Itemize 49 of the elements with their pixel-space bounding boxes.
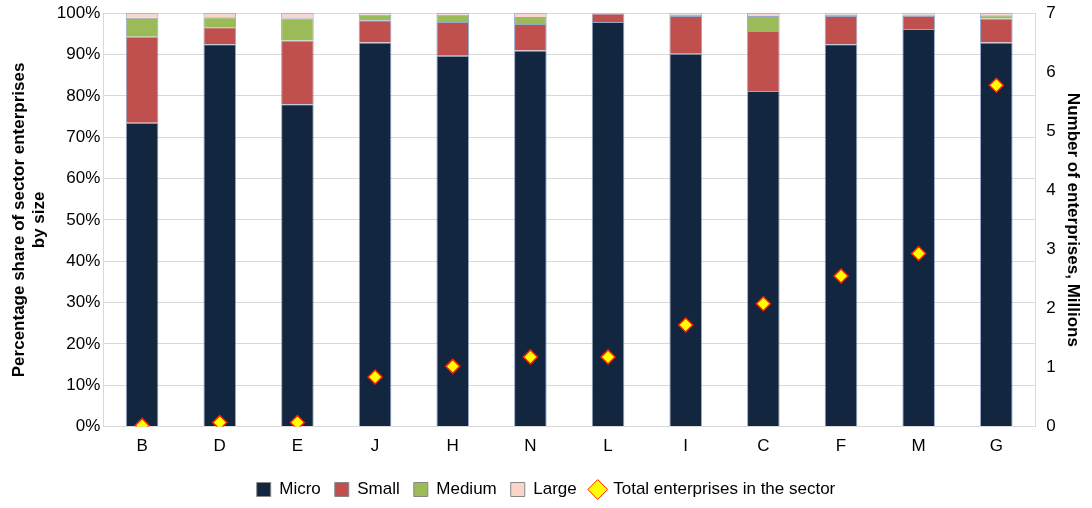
x-tick-label: F	[835, 436, 847, 456]
y2-tick-label: 3	[1046, 239, 1056, 259]
legend-label: Small	[357, 479, 400, 499]
x-tick-label: E	[291, 436, 304, 456]
y-tick-label: 10%	[66, 374, 101, 394]
x-tick-label: I	[683, 436, 689, 456]
point	[522, 349, 539, 365]
y2-tick-label: 6	[1046, 61, 1056, 81]
x-tick-label: G	[989, 436, 1003, 456]
y-tick-label: 30%	[66, 292, 101, 312]
y-tick-label: 0%	[75, 416, 101, 436]
y-tick-label: 20%	[66, 333, 101, 353]
y2-tick-label: 2	[1046, 298, 1056, 318]
x-tick-label: J	[370, 436, 380, 456]
x-tick-label: C	[757, 436, 770, 456]
x-tick-label: M	[911, 436, 926, 456]
legend-label: Large	[533, 479, 577, 499]
point	[677, 317, 694, 333]
y2-axis-title: Number of enterprises, Millions	[1064, 92, 1084, 347]
y-tick-label: 80%	[66, 85, 101, 105]
x-tick-label: H	[446, 436, 459, 456]
y-tick-label: 90%	[66, 44, 101, 64]
point	[367, 369, 383, 385]
y2-tick-label: 1	[1046, 357, 1056, 377]
y-axis-title: Percentage share of sector enterprises by size	[8, 62, 49, 378]
y-tick-label: 70%	[66, 126, 101, 146]
point	[444, 358, 461, 375]
y2-tick-label: 0	[1046, 416, 1056, 436]
point	[833, 268, 849, 284]
y-tick-label: 50%	[66, 209, 101, 229]
point	[289, 414, 306, 427]
legend-label: Medium	[436, 479, 497, 499]
x-tick-label: L	[603, 436, 613, 456]
y-tick-label: 40%	[66, 250, 101, 270]
point	[600, 349, 616, 365]
legend-label: Total enterprises in the sector	[613, 479, 836, 499]
y-tick-label: 60%	[66, 168, 101, 188]
legend-label: Micro	[279, 479, 321, 499]
point	[212, 414, 228, 427]
y2-tick-label: 5	[1046, 121, 1056, 140]
x-tick-label: N	[524, 436, 537, 456]
y-tick-label: 100%	[56, 2, 101, 22]
x-tick-label: B	[136, 436, 148, 456]
x-tick-label: D	[213, 436, 226, 456]
point	[988, 77, 1005, 93]
y2-tick-label: 7	[1046, 2, 1056, 22]
y2-tick-label: 4	[1046, 180, 1056, 200]
point	[910, 245, 927, 262]
point	[755, 296, 772, 312]
